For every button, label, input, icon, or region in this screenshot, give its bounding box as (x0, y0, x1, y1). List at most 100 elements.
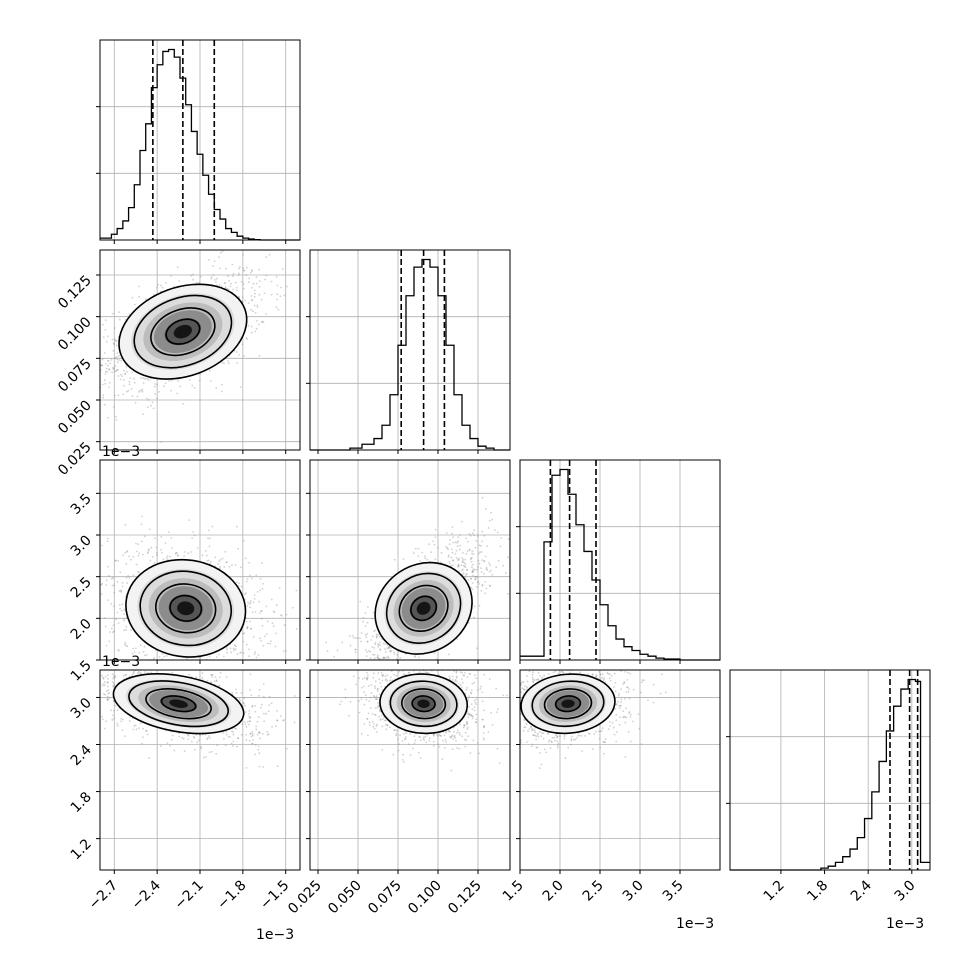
scatter-point (259, 637, 261, 640)
scatter-point (232, 731, 235, 733)
scatter-point (244, 711, 247, 713)
contour-line (169, 594, 203, 622)
scatter-point (481, 559, 484, 561)
scatter-point (160, 284, 162, 287)
scatter-point (253, 597, 256, 600)
scatter-point (274, 241, 276, 243)
scatter-point (225, 267, 227, 270)
scatter-point (394, 677, 396, 679)
scatter-point (239, 663, 241, 665)
scatter-point (191, 537, 194, 539)
scatter-point (91, 717, 93, 719)
scatter-point (455, 549, 458, 552)
scatter-point (302, 621, 304, 623)
scatter-point (201, 554, 204, 557)
scatter-point (219, 267, 222, 270)
scatter-point (481, 540, 483, 543)
scatter-point (226, 648, 228, 651)
scatter-point (348, 687, 350, 689)
scatter-point (215, 679, 218, 682)
scatter-point (194, 748, 196, 751)
scatter-point (81, 644, 83, 646)
scatter-point (112, 714, 114, 717)
scatter-point (250, 325, 253, 328)
scatter-point (250, 742, 253, 745)
scatter-point (226, 651, 229, 654)
scatter-point (462, 572, 465, 575)
scatter-point (111, 338, 114, 341)
scatter-point (154, 393, 157, 395)
scatter-point (196, 547, 199, 549)
scatter-point (362, 620, 364, 623)
scatter-point (258, 293, 261, 296)
scatter-point (234, 281, 237, 284)
scatter-point (157, 664, 159, 666)
scatter-point (383, 657, 385, 660)
scatter-point (113, 343, 116, 345)
scatter-point (53, 690, 55, 692)
scatter-point (450, 556, 453, 559)
scatter-point (280, 715, 282, 717)
scatter-point (213, 680, 216, 682)
scatter-point (246, 605, 249, 607)
scatter-point (118, 649, 120, 652)
scatter-point (251, 269, 253, 272)
scatter-point (138, 671, 141, 673)
scatter-point (47, 672, 49, 674)
scatter-point (206, 560, 209, 562)
scatter-point (423, 664, 425, 666)
scatter-point (337, 701, 339, 703)
scatter-point (223, 362, 225, 365)
scatter-point (414, 655, 417, 657)
scatter-point (214, 556, 217, 559)
scatter-point (481, 496, 484, 499)
scatter-point (240, 733, 243, 736)
scatter-point (223, 282, 226, 285)
scatter-point (138, 295, 140, 298)
scatter-point (116, 352, 119, 355)
scatter-point (247, 302, 250, 304)
scatter-point (143, 654, 146, 657)
scatter-point (103, 617, 106, 619)
scatter-point (457, 559, 459, 561)
scatter-point (253, 653, 256, 655)
scatter-point (254, 651, 257, 654)
scatter-point (262, 644, 265, 647)
scatter-point (258, 285, 261, 288)
scatter-point (123, 617, 125, 620)
scatter-point (476, 581, 479, 583)
scatter-point (433, 652, 436, 654)
scatter-point (209, 737, 211, 739)
scatter-point (104, 693, 107, 696)
scatter-point (222, 731, 224, 734)
scatter-point (128, 720, 131, 722)
scatter-point (255, 282, 258, 285)
scatter-point (246, 625, 249, 628)
scatter-point (112, 685, 114, 688)
panel-2-0 (81, 459, 304, 666)
scatter-point (149, 377, 152, 380)
scatter-point (104, 370, 107, 373)
scatter-point (373, 657, 376, 660)
scatter-point (364, 634, 367, 636)
scatter-point (115, 618, 117, 621)
scatter-point (451, 551, 454, 554)
scatter-point (404, 663, 406, 665)
scatter-point (245, 620, 248, 623)
scatter-point (238, 698, 241, 700)
scatter-point (275, 275, 278, 278)
scatter-point (121, 585, 124, 588)
scatter-point (483, 572, 485, 575)
scatter-point (355, 648, 357, 651)
scatter-point (128, 576, 131, 579)
scatter-point (188, 519, 191, 521)
scatter-point (248, 561, 251, 564)
scatter-point (341, 641, 344, 644)
scatter-point (123, 384, 125, 387)
scatter-point (111, 371, 113, 374)
scatter-point (249, 602, 252, 604)
scatter-point (251, 286, 253, 289)
scatter-point (141, 742, 143, 745)
scatter-point (250, 627, 252, 630)
panel-frame (729, 669, 931, 871)
